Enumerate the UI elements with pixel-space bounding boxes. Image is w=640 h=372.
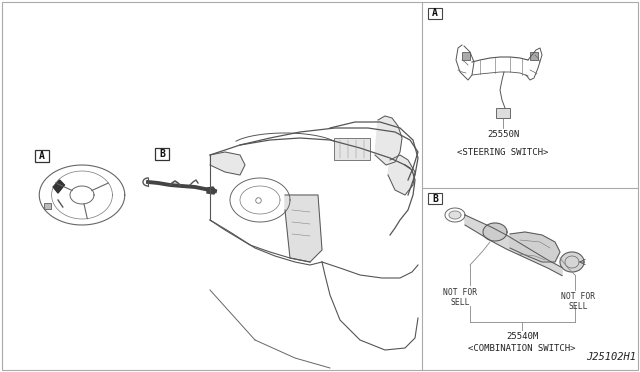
Polygon shape bbox=[53, 180, 65, 193]
Polygon shape bbox=[210, 152, 245, 175]
Polygon shape bbox=[285, 195, 322, 262]
Text: NOT FOR
SELL: NOT FOR SELL bbox=[443, 288, 477, 307]
Text: NOT FOR
SELL: NOT FOR SELL bbox=[561, 292, 595, 311]
Polygon shape bbox=[465, 215, 562, 276]
Bar bbox=[44, 203, 51, 209]
Bar bbox=[334, 138, 370, 160]
Text: A: A bbox=[39, 151, 45, 161]
Text: 25540M: 25540M bbox=[506, 332, 538, 341]
Polygon shape bbox=[560, 252, 584, 272]
Text: 25550N: 25550N bbox=[487, 130, 519, 139]
Polygon shape bbox=[510, 232, 560, 262]
Polygon shape bbox=[483, 223, 507, 241]
Text: <COMBINATION SWITCH>: <COMBINATION SWITCH> bbox=[468, 344, 576, 353]
Text: <STEERING SWITCH>: <STEERING SWITCH> bbox=[458, 148, 548, 157]
Bar bbox=[462, 52, 470, 60]
Polygon shape bbox=[375, 116, 402, 165]
Text: A: A bbox=[432, 9, 438, 19]
Polygon shape bbox=[207, 187, 216, 194]
Bar bbox=[155, 148, 169, 160]
Bar bbox=[428, 193, 442, 204]
Polygon shape bbox=[388, 155, 415, 195]
Bar bbox=[496, 108, 510, 118]
Text: J25102H1: J25102H1 bbox=[586, 352, 636, 362]
Bar bbox=[35, 150, 49, 162]
Polygon shape bbox=[449, 211, 461, 219]
Text: B: B bbox=[432, 193, 438, 203]
Text: B: B bbox=[159, 149, 165, 159]
Bar bbox=[530, 52, 538, 60]
Bar bbox=[428, 8, 442, 19]
